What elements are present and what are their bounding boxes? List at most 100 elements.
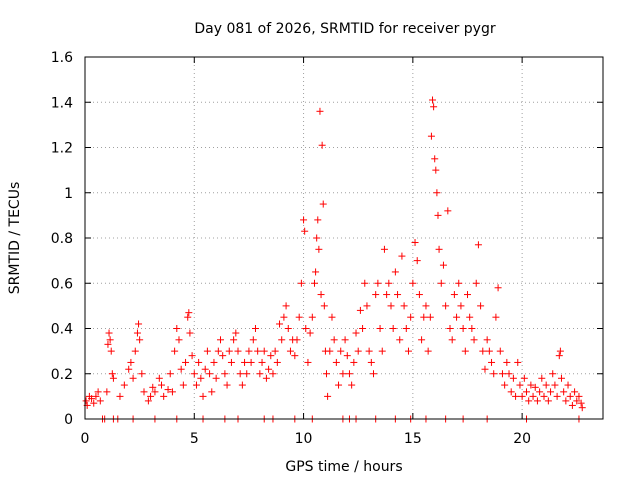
data-point (88, 395, 96, 403)
chart-title: Day 081 of 2026, SRMTID for receiver pyg… (194, 21, 495, 37)
data-point (201, 365, 209, 373)
data-point (171, 347, 179, 355)
data-point (542, 381, 550, 389)
data-point (376, 325, 384, 332)
data-point (332, 358, 340, 366)
data-point (488, 358, 496, 366)
data-point (160, 392, 168, 400)
data-point (247, 358, 255, 366)
data-point (320, 302, 328, 310)
data-point (195, 358, 203, 366)
data-point (531, 383, 539, 391)
data-point (203, 347, 211, 355)
x-tick-label: 0 (81, 431, 90, 447)
data-point (354, 347, 362, 355)
data-point (448, 336, 456, 344)
data-point (370, 370, 378, 378)
data-point (470, 336, 478, 344)
data-point (103, 388, 111, 396)
data-point (555, 352, 563, 360)
data-point (374, 279, 382, 287)
data-point (276, 320, 284, 328)
data-point (192, 381, 200, 389)
data-point (164, 386, 172, 394)
data-point (90, 399, 98, 407)
data-point (433, 189, 441, 197)
data-point (177, 365, 185, 373)
data-point (523, 388, 531, 396)
y-tick-label: 0.4 (51, 322, 73, 338)
data-point (210, 358, 218, 366)
grid-lines (85, 57, 603, 419)
data-point (284, 325, 292, 332)
data-point (446, 325, 454, 332)
data-point (335, 381, 343, 389)
data-point (348, 381, 356, 389)
data-point (225, 347, 233, 355)
data-point (507, 388, 515, 396)
data-point (133, 329, 141, 337)
data-point (372, 291, 380, 299)
data-point (106, 336, 114, 344)
data-point (391, 268, 399, 276)
data-point (182, 358, 190, 366)
data-point (577, 399, 585, 407)
data-point (94, 388, 102, 396)
data-point (525, 397, 533, 405)
data-point (184, 313, 192, 321)
data-point (459, 325, 467, 332)
data-point (571, 388, 579, 396)
data-point (339, 370, 347, 378)
data-point (140, 388, 148, 396)
data-point (564, 381, 572, 389)
data-point (230, 336, 238, 344)
data-point (568, 401, 576, 409)
data-point (238, 381, 246, 389)
data-point (516, 381, 524, 389)
data-point (217, 336, 225, 344)
data-point (271, 347, 279, 355)
data-point (267, 352, 275, 360)
data-point (147, 392, 155, 400)
data-point (378, 347, 386, 355)
data-point (466, 313, 474, 321)
data-point (418, 336, 426, 344)
data-point (520, 374, 528, 382)
data-point (474, 241, 482, 249)
data-point (538, 374, 546, 382)
data-point (490, 370, 498, 378)
data-point (367, 358, 375, 366)
data-point (149, 383, 157, 391)
data-point (420, 313, 428, 321)
y-tick-label: 1.2 (51, 141, 73, 157)
data-point (350, 358, 358, 366)
data-point (442, 302, 450, 310)
data-point (359, 325, 367, 332)
data-point (556, 347, 564, 355)
data-point (540, 392, 548, 400)
data-point (301, 227, 309, 235)
data-point (380, 245, 388, 253)
data-point (313, 234, 321, 242)
data-point (166, 370, 174, 378)
data-point (463, 291, 471, 299)
data-point (295, 313, 303, 321)
data-point (245, 347, 253, 355)
data-point (345, 370, 353, 378)
data-point (494, 284, 502, 292)
data-point (562, 397, 570, 405)
data-point (566, 392, 574, 400)
data-point (109, 374, 117, 382)
data-point (185, 309, 193, 317)
data-point (265, 365, 273, 373)
data-point (96, 397, 104, 405)
data-point (437, 279, 445, 287)
data-point (400, 302, 408, 310)
data-point (306, 329, 314, 337)
data-point (527, 381, 535, 389)
y-tick-label: 0.2 (51, 367, 73, 383)
data-point (316, 107, 324, 115)
data-point (514, 358, 522, 366)
data-point (190, 370, 198, 378)
data-point (120, 381, 128, 389)
